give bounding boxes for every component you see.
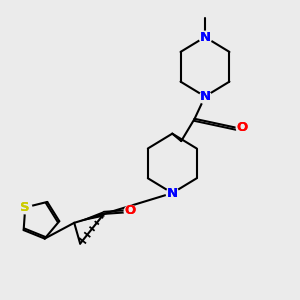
Text: N: N [200, 90, 211, 103]
Text: O: O [124, 204, 136, 218]
Text: N: N [200, 90, 211, 103]
Text: N: N [167, 187, 178, 200]
Polygon shape [74, 211, 105, 223]
Text: S: S [20, 201, 30, 214]
Text: O: O [236, 121, 247, 134]
Text: N: N [200, 31, 211, 44]
Text: N: N [200, 31, 211, 44]
Text: N: N [167, 187, 178, 200]
Text: O: O [236, 121, 247, 134]
Text: O: O [124, 204, 136, 218]
Text: S: S [20, 201, 30, 214]
